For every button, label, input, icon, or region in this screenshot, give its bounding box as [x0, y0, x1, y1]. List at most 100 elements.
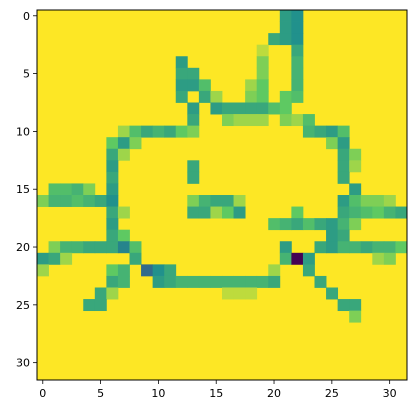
heatmap-cell — [372, 195, 385, 207]
heatmap-cell — [37, 195, 49, 207]
heatmap-cell — [314, 218, 327, 231]
heatmap-cell — [83, 195, 96, 207]
heatmap-cell — [349, 160, 362, 173]
heatmap-cell — [106, 195, 119, 207]
y-tick-label: 10 — [16, 125, 30, 138]
heatmap-cell — [256, 90, 269, 103]
heatmap-cell — [245, 114, 258, 127]
heatmap-cell — [187, 102, 200, 115]
heatmap-cell — [187, 114, 200, 127]
x-tick-label: 30 — [383, 387, 397, 400]
x-axis: 0 5 10 15 20 25 30 — [39, 380, 397, 400]
heatmap-cell — [106, 218, 119, 231]
heatmap-cell — [279, 102, 292, 115]
heatmap-cell — [106, 171, 119, 184]
heatmap-cell — [175, 67, 188, 80]
x-tick-label: 0 — [39, 387, 46, 400]
heatmap-cell — [291, 218, 304, 231]
heatmap-cell — [337, 206, 350, 219]
heatmap-cell — [395, 241, 408, 254]
heatmap-cell — [106, 206, 119, 219]
heatmap-cell — [106, 287, 119, 300]
heatmap-cell — [233, 114, 246, 127]
heatmap-cell — [233, 287, 246, 300]
heatmap-cell — [245, 102, 258, 115]
heatmap-cell — [222, 114, 234, 127]
heatmap-cell — [175, 90, 188, 103]
heatmap-cell — [106, 229, 119, 242]
heatmap-cell — [337, 125, 350, 138]
heatmap-cell — [326, 125, 339, 138]
heatmap-cell — [291, 206, 304, 219]
heatmap-cell — [83, 299, 96, 312]
heatmap-cell — [210, 102, 223, 115]
heatmap-cell — [222, 275, 234, 288]
heatmap-cell — [291, 252, 304, 265]
plot-frame — [36, 9, 408, 381]
heatmap-cell — [106, 148, 119, 161]
heatmap-cell — [256, 44, 269, 57]
heatmap-cell — [326, 229, 339, 242]
heatmap-cell — [314, 275, 327, 288]
heatmap-cell — [175, 56, 188, 69]
heatmap-cell — [268, 264, 281, 277]
x-tick-label: 25 — [325, 387, 339, 400]
heatmap-cell — [71, 183, 84, 196]
heatmap-cell — [187, 125, 200, 138]
heatmap-cell — [302, 264, 315, 277]
heatmap-cell — [279, 33, 292, 46]
heatmap-cell — [129, 252, 142, 265]
heatmap-cell — [291, 21, 304, 34]
heatmap-cell — [152, 125, 165, 138]
heatmap-cell — [291, 67, 304, 80]
heatmap-cell — [279, 90, 292, 103]
heatmap-cell — [210, 206, 223, 219]
heatmap-cell — [187, 195, 200, 207]
heatmap-cell — [326, 137, 339, 150]
heatmap-cell — [256, 102, 269, 115]
heatmap-cell — [210, 195, 223, 207]
heatmap-cell — [383, 195, 396, 207]
heatmap-cell — [117, 137, 130, 150]
heatmap-cell — [164, 264, 177, 277]
heatmap-cell — [117, 206, 130, 219]
heatmap-cell — [326, 287, 339, 300]
heatmap-cell — [94, 287, 107, 300]
heatmap-cell — [245, 287, 258, 300]
heatmap-cell — [326, 218, 339, 231]
heatmap-cell — [383, 206, 396, 219]
heatmap-cell — [302, 114, 315, 127]
heatmap-cell — [198, 90, 211, 103]
heatmap-cell — [337, 137, 350, 150]
heatmap-cell — [291, 56, 304, 69]
heatmap-cell — [291, 90, 304, 103]
heatmap-cell — [383, 252, 396, 265]
heatmap-cell — [83, 183, 96, 196]
heatmap-cell — [117, 241, 130, 254]
heatmap-cell — [395, 206, 408, 219]
heatmap-cell — [372, 241, 385, 254]
heatmap-cell — [222, 206, 234, 219]
heatmap-cell — [268, 275, 281, 288]
heatmap-cell — [337, 148, 350, 161]
heatmap-cell — [210, 90, 223, 103]
heatmap-cell — [256, 67, 269, 80]
x-tick-label: 20 — [267, 387, 281, 400]
y-tick-label: 30 — [16, 357, 30, 370]
heatmap-cell — [302, 218, 315, 231]
heatmap-cell — [164, 125, 177, 138]
heatmap-cell — [164, 275, 177, 288]
heatmap-cell — [314, 241, 327, 254]
heatmap-cell — [337, 171, 350, 184]
heatmap-cell — [337, 195, 350, 207]
heatmap-cell — [152, 275, 165, 288]
heatmap-cell — [106, 275, 119, 288]
heatmap-cell — [245, 275, 258, 288]
heatmap-cell — [245, 79, 258, 92]
heatmap-cell — [175, 79, 188, 92]
y-tick-label: 5 — [23, 68, 30, 81]
heatmap-cell — [337, 241, 350, 254]
heatmap-cell — [117, 264, 130, 277]
heatmap-cell — [291, 33, 304, 46]
heatmap-cell — [175, 125, 188, 138]
